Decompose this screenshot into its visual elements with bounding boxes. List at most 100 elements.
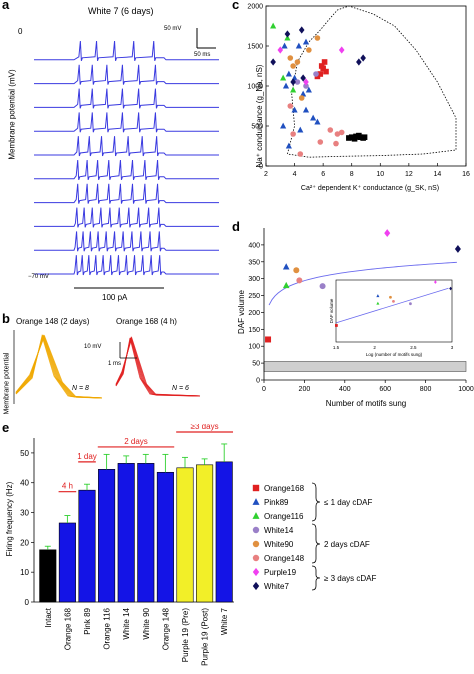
panel-label-c: c [232, 0, 240, 12]
data-point [334, 131, 341, 137]
panel-label-b: b [2, 311, 10, 326]
legend-marker [252, 567, 260, 577]
data-point [327, 127, 334, 133]
legend-marker [252, 581, 260, 591]
data-point [287, 103, 294, 109]
data-point [384, 229, 391, 237]
bar [196, 464, 214, 603]
data-point [320, 65, 326, 72]
data-point [454, 245, 461, 253]
y-tick-label: 20 [20, 538, 29, 547]
data-point [306, 47, 312, 53]
panel-a-traces: 0 50 mV 50 ms −70 mV 100 pA [18, 26, 219, 302]
category-label: White 90 [142, 607, 151, 639]
scalebar-b-time: 1 ms [108, 361, 121, 367]
data-point [281, 42, 288, 49]
y-tick-label: 1000 [247, 84, 263, 91]
legend-marker [252, 498, 260, 505]
panel-d-scatter: 0 200 400 600 800 1000 0 50 100 150 200 250 300 350 40… [237, 228, 474, 408]
data-point [317, 71, 324, 77]
voltage-trace [34, 136, 219, 157]
panel-e-ylabel: Firing frequency (Hz) [5, 481, 14, 556]
panel-a-title: White 7 (6 days) [88, 6, 154, 16]
voltage-trace [34, 112, 219, 133]
category-label: Pink 89 [83, 607, 92, 634]
trace-group [34, 40, 219, 276]
data-point [293, 267, 300, 274]
data-point [298, 26, 305, 34]
panel-b-right-n: N = 6 [172, 385, 189, 392]
data-point [298, 95, 305, 101]
inset-x-tick-label: 2 [373, 345, 376, 350]
data-point [295, 42, 302, 49]
y-tick-label: 2000 [247, 4, 263, 11]
x-tick-label: 600 [379, 386, 391, 393]
data-point [303, 78, 309, 86]
data-point [353, 133, 359, 140]
data-point [285, 70, 292, 77]
inset-data-point [376, 294, 380, 298]
bar [176, 467, 194, 603]
panel-b-left-n: N = 8 [72, 385, 89, 392]
legend-label: Orange148 [264, 554, 305, 563]
legend-label: White14 [264, 526, 294, 535]
data-point [291, 106, 298, 113]
legend-marker [252, 540, 260, 548]
data-point [297, 126, 304, 133]
panel-e-bars: Intact Orange 168 Pink 89 Orange 116 White 1… [39, 443, 233, 666]
data-point [346, 135, 352, 141]
data-point [280, 122, 287, 129]
data-point [270, 22, 277, 29]
inset-x-tick-label: 1.5 [333, 345, 340, 350]
data-point [280, 74, 287, 81]
data-point [290, 78, 296, 86]
legend-label: Pink89 [264, 498, 289, 507]
legend-group-2: 2 days cDAF [324, 540, 370, 549]
panel-b-ylabel: Membrane potential [3, 352, 11, 415]
spike-overlay-orange148 [15, 334, 103, 399]
y-tick-label: 0 [256, 378, 260, 385]
inset-data-point [376, 301, 380, 305]
group-label: 1 day [77, 452, 97, 461]
bar [78, 489, 96, 603]
data-point [282, 281, 290, 289]
spike-trace-orange148 [15, 334, 103, 399]
y-tick-label: 0 [25, 598, 30, 607]
inset-x-tick-label: 2.5 [410, 345, 417, 350]
x-tick-label: 4 [293, 171, 297, 178]
panel-c-ylabel: Na⁺ conductance (g_Na, nS) [255, 64, 264, 167]
legend-marker [252, 554, 260, 562]
panel-c-frame [265, 5, 467, 167]
data-point [290, 63, 296, 69]
data-point [305, 86, 312, 93]
data-point [302, 38, 310, 45]
data-point [360, 54, 366, 62]
bar [117, 463, 135, 603]
category-label: Orange 168 [63, 607, 72, 650]
data-point [314, 118, 321, 125]
panel-e-bar-chart: 0 10 20 30 40 50 Intact Orange 168 Pink 89 Orang… [5, 424, 234, 666]
panel-a-rest-label: −70 mV [28, 274, 49, 280]
inset-data-point [449, 286, 453, 291]
data-point [357, 134, 364, 140]
inset-x-tick-label: 3 [451, 345, 454, 350]
category-label: Intact [44, 607, 53, 627]
legend-label: White7 [264, 582, 289, 591]
legend-marker [252, 526, 260, 534]
data-point [338, 129, 345, 136]
data-point [302, 106, 310, 113]
panel-c-scatter: 2 4 6 8 10 12 14 16 0 500 1000 1500 2000 Na⁺ conduct… [247, 4, 470, 193]
bar [58, 522, 76, 603]
data-point [265, 336, 272, 343]
x-tick-label: 14 [434, 171, 442, 178]
data-point [333, 140, 339, 147]
panel-a-zero-tick: 0 [18, 27, 23, 36]
current-step-label: 100 pA [102, 293, 128, 302]
inset-data-point [389, 295, 392, 299]
voltage-trace [34, 231, 219, 252]
legend-marker [252, 484, 260, 492]
legend-label: Purple19 [264, 568, 297, 577]
data-point [294, 59, 301, 65]
data-point [356, 58, 362, 66]
data-point [310, 114, 317, 121]
